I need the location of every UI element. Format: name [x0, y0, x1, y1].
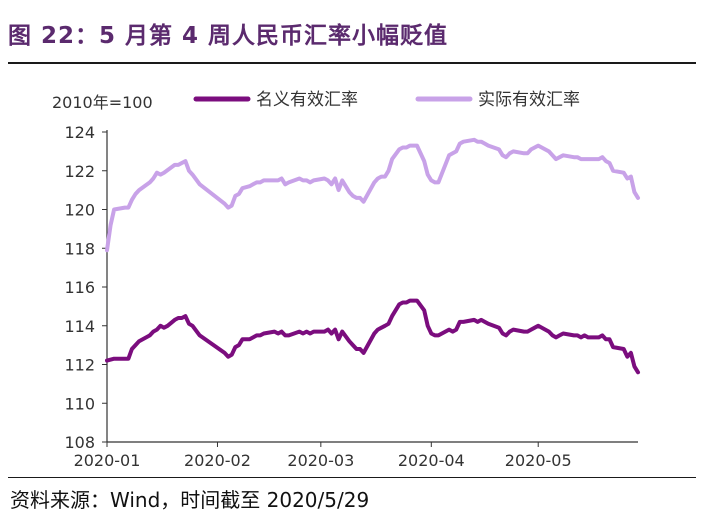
x-tick-label: 2020-05 — [505, 451, 572, 470]
y-tick-label: 122 — [64, 162, 95, 181]
x-tick-label: 2020-03 — [287, 451, 354, 470]
y-tick-label: 108 — [64, 433, 95, 452]
y-tick-label: 118 — [64, 239, 95, 258]
nominal-effective-rate-line — [105, 298, 640, 375]
y-tick-label: 112 — [64, 356, 95, 375]
title-rule — [8, 62, 696, 64]
legend-label-nominal: 名义有效汇率 — [256, 90, 358, 110]
y-tick-label: 120 — [64, 201, 95, 220]
series-lines — [105, 137, 640, 375]
unit-label: 2010年=100 — [52, 93, 153, 112]
source-rule — [8, 477, 696, 478]
x-tick-label: 2020-02 — [184, 451, 251, 470]
source-note: 资料来源：Wind，时间截至 2020/5/29 — [10, 488, 370, 512]
y-tick-label: 116 — [64, 278, 95, 297]
legend: 名义有效汇率 实际有效汇率 — [193, 90, 580, 110]
chart-title: 图 22：5 月第 4 周人民币汇率小幅贬值 — [8, 23, 449, 49]
real-effective-rate-line — [105, 137, 640, 253]
x-tick-label: 2020-01 — [74, 451, 141, 470]
x-tick-label: 2020-04 — [398, 451, 465, 470]
y-tick-label: 124 — [64, 123, 95, 142]
y-tick-label: 110 — [64, 394, 95, 413]
legend-label-real: 实际有效汇率 — [478, 90, 580, 110]
y-tick-label: 114 — [64, 317, 95, 336]
axes: 108 110 112 114 116 118 120 122 124 2020-01 2020-0… — [64, 123, 638, 470]
